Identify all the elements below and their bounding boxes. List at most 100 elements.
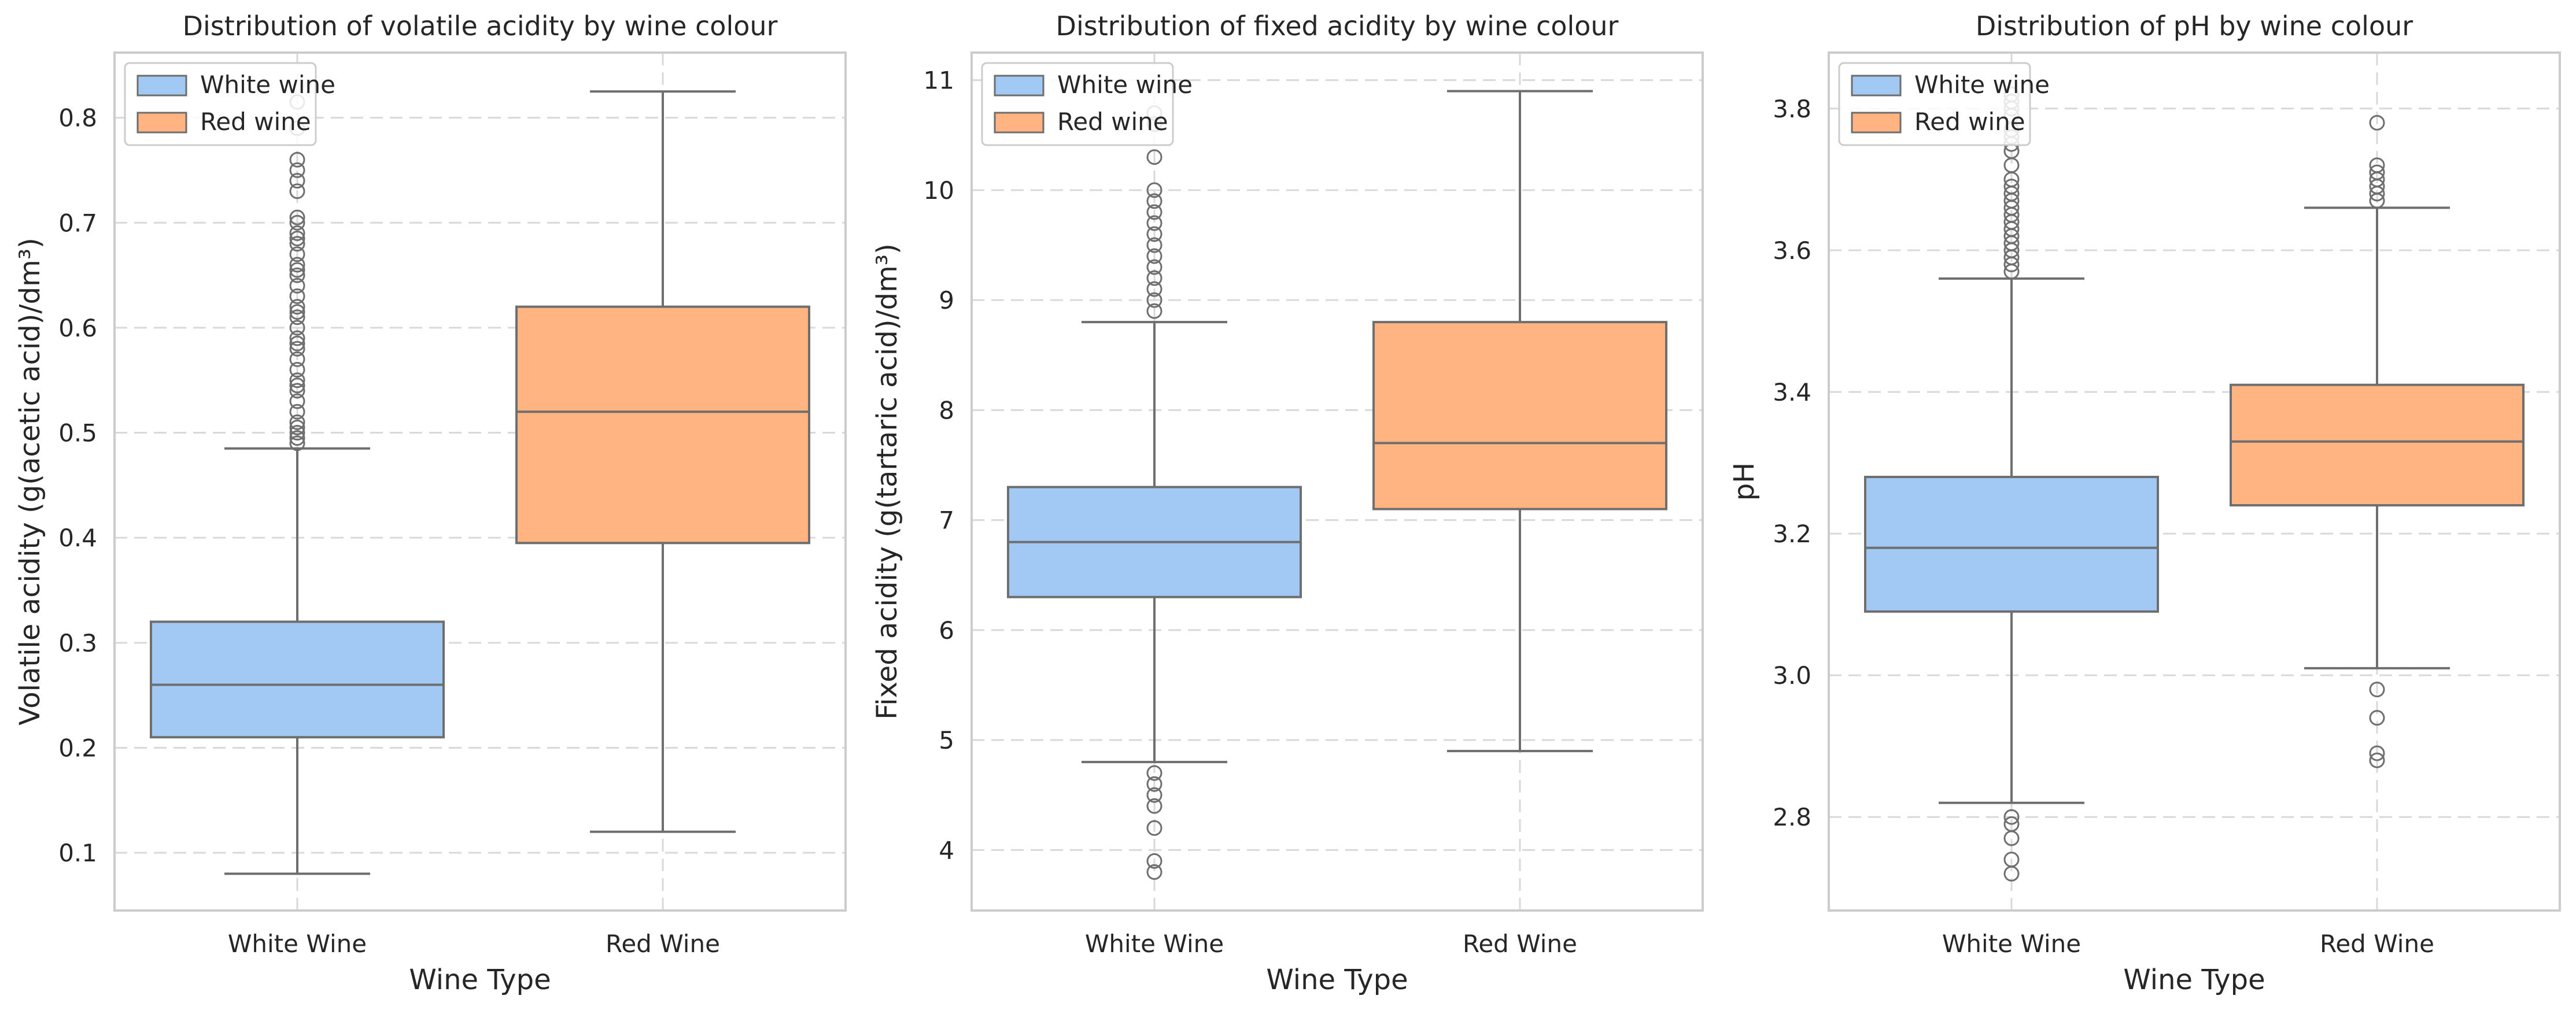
outlier-point	[2003, 852, 2020, 868]
legend-label: Red wine	[1057, 108, 1168, 136]
chart-panel-1: 0.1 0.2 0.3 0.4 0.5 0.6 0.7 0.8 White Wine Red Wi…	[14, 10, 847, 996]
box-white-wine	[1864, 86, 2159, 882]
x-axis-label: Wine Type	[409, 964, 551, 996]
outlier-point	[289, 378, 305, 394]
outlier-point	[289, 231, 305, 247]
y-tick-label: 0.8	[58, 104, 97, 132]
box-body	[1864, 476, 2159, 613]
chart-panel-2: 4 5 6 7 8 9 10 11 White Wine Red Wine Distribution…	[871, 10, 1704, 996]
outlier-point	[289, 309, 305, 325]
box-body	[150, 620, 445, 739]
chart-title: Distribution of fixed acidity by wine co…	[1056, 10, 1619, 42]
outlier-point	[289, 335, 305, 351]
outlier-point	[289, 419, 305, 435]
y-axis-label: Fixed acidity (g(tartaric acid)/dm³)	[871, 243, 903, 720]
outlier-point	[289, 262, 305, 278]
y-axis-label: pH	[1728, 462, 1761, 501]
x-axis-label: Wine Type	[2123, 964, 2265, 996]
outlier-point	[289, 404, 305, 420]
outlier-point	[289, 393, 305, 409]
legend: White wine Red wine	[1838, 62, 2050, 146]
y-tick-label: 0.1	[58, 839, 97, 867]
y-tick-label: 0.4	[58, 524, 97, 552]
outlier-point	[1146, 776, 1162, 792]
x-axis-label: Wine Type	[1266, 964, 1408, 996]
y-tick-label: 10	[924, 176, 954, 205]
box-white-wine	[1007, 105, 1302, 880]
outlier-point	[2369, 752, 2385, 768]
outlier-point	[289, 435, 305, 452]
outlier-point	[1146, 259, 1162, 275]
y-tick-label: 3.4	[1773, 378, 1811, 406]
y-tick-label: 3.2	[1773, 520, 1811, 548]
box-body	[1372, 321, 1667, 510]
outlier-point	[289, 351, 305, 367]
y-tick-label: 0.6	[58, 314, 97, 342]
outlier-point	[1146, 248, 1162, 264]
y-tick-label: 3.0	[1773, 661, 1811, 690]
outlier-point	[289, 341, 305, 357]
legend: White wine Red wine	[981, 62, 1193, 146]
y-tick-label: 6	[939, 616, 954, 645]
outlier-point	[1146, 193, 1162, 209]
outlier-point	[1146, 787, 1162, 803]
legend-swatch	[136, 75, 187, 97]
outlier-point	[1146, 292, 1162, 308]
legend-swatch	[136, 112, 187, 134]
y-tick-label: 0.3	[58, 629, 97, 657]
outlier-point	[289, 162, 305, 178]
y-tick-label: 8	[939, 396, 954, 424]
y-tick-label: 2.8	[1773, 803, 1811, 831]
legend-label: White wine	[1057, 71, 1193, 99]
y-tick-label: 4	[939, 836, 954, 864]
outlier-point	[289, 288, 305, 304]
outlier-point	[1146, 864, 1162, 880]
x-tick-label: Red Wine	[2320, 930, 2434, 958]
outlier-point	[289, 209, 305, 225]
box-body	[2230, 383, 2525, 507]
box-body	[515, 305, 810, 545]
legend-swatch	[1851, 75, 1902, 97]
box-red-wine	[2230, 114, 2525, 768]
outlier-point	[289, 414, 305, 430]
outlier-point	[2369, 710, 2385, 726]
outlier-point	[1146, 149, 1162, 165]
outlier-point	[289, 362, 305, 378]
outlier-point	[1146, 281, 1162, 297]
outlier-point	[1146, 820, 1162, 836]
x-tick-label: White Wine	[1085, 930, 1224, 958]
legend-swatch	[1851, 112, 1902, 134]
outlier-point	[1146, 204, 1162, 220]
y-tick-label: 9	[939, 286, 954, 314]
outlier-point	[289, 320, 305, 336]
outlier-point	[2003, 816, 2020, 832]
outlier-point	[289, 225, 305, 241]
outlier-point	[289, 151, 305, 168]
outlier-point	[289, 277, 305, 294]
box-white-wine	[150, 94, 445, 875]
outlier-point	[1146, 798, 1162, 814]
legend-swatch	[994, 75, 1045, 97]
outlier-point	[289, 246, 305, 262]
box-red-wine	[1372, 90, 1667, 753]
outlier-point	[1146, 303, 1162, 319]
outlier-point	[289, 214, 305, 231]
plot-frame	[113, 51, 847, 912]
outlier-point	[2003, 809, 2020, 825]
outlier-point	[289, 425, 305, 441]
outlier-point	[1146, 215, 1162, 231]
outlier-point	[1146, 182, 1162, 198]
outlier-point	[289, 430, 305, 446]
y-tick-label: 0.5	[58, 419, 97, 447]
outlier-point	[289, 173, 305, 189]
legend-label: Red wine	[1914, 108, 2025, 136]
legend-swatch	[994, 112, 1045, 134]
y-tick-label: 5	[939, 726, 954, 754]
legend: White wine Red wine	[124, 62, 335, 146]
x-tick-label: White Wine	[1942, 930, 2081, 958]
outlier-point	[289, 236, 305, 252]
outlier-point	[2369, 157, 2385, 173]
outlier-point	[1146, 270, 1162, 286]
chart-title: Distribution of pH by wine colour	[1976, 10, 2413, 42]
legend-label: Red wine	[200, 108, 311, 136]
